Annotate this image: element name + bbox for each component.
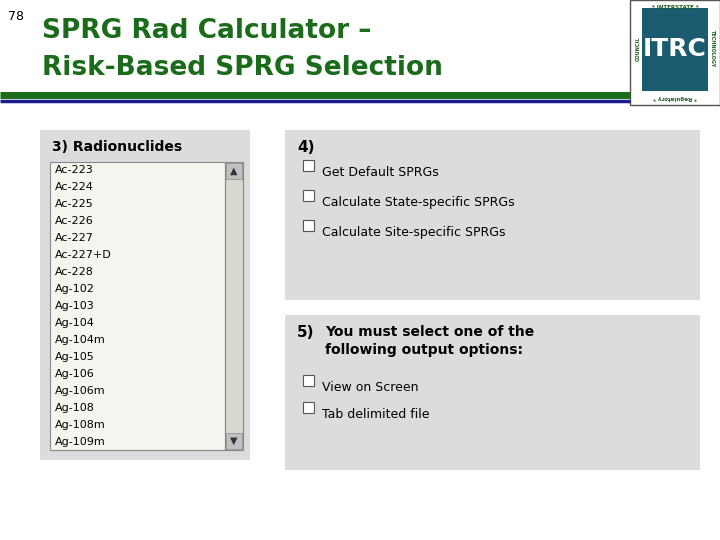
Text: following output options:: following output options: (325, 343, 523, 357)
Text: Ag-109m: Ag-109m (55, 436, 106, 447)
Bar (226, 163, 242, 179)
Bar (642, 8, 708, 91)
Text: Ag-104m: Ag-104m (55, 335, 106, 345)
Text: You must select one of the: You must select one of the (325, 325, 534, 339)
Bar (303, 402, 314, 413)
Text: Ac-228: Ac-228 (55, 267, 94, 277)
Text: ▲: ▲ (230, 166, 238, 176)
Text: View on Screen: View on Screen (322, 381, 418, 394)
Text: Ag-103: Ag-103 (55, 301, 95, 311)
Text: Ag-104: Ag-104 (55, 318, 95, 328)
Text: Ag-102: Ag-102 (55, 284, 95, 294)
Text: Ag-106m: Ag-106m (55, 386, 106, 396)
Text: 5): 5) (297, 325, 315, 340)
Bar (303, 190, 314, 201)
Text: Ac-227+D: Ac-227+D (55, 250, 112, 260)
Text: Ac-225: Ac-225 (55, 199, 94, 210)
Bar (303, 160, 314, 171)
Text: Get Default SPRGs: Get Default SPRGs (322, 166, 438, 179)
Text: Tab delimited file: Tab delimited file (322, 408, 430, 421)
Text: Ac-223: Ac-223 (55, 165, 94, 176)
Text: * INTERSTATE *: * INTERSTATE * (652, 5, 698, 10)
Bar (303, 220, 314, 231)
Text: * Regulatory *: * Regulatory * (653, 95, 697, 100)
Bar (225, 162, 243, 450)
Text: 78: 78 (8, 10, 24, 23)
Text: Risk-Based SPRG Selection: Risk-Based SPRG Selection (42, 55, 443, 81)
Text: Calculate State-specific SPRGs: Calculate State-specific SPRGs (322, 196, 515, 209)
Text: 4): 4) (297, 140, 315, 155)
Bar (50, 162, 225, 450)
Bar (226, 433, 242, 449)
Text: Ac-224: Ac-224 (55, 183, 94, 192)
Bar (285, 130, 700, 300)
Bar (285, 315, 700, 470)
Text: Ac-227: Ac-227 (55, 233, 94, 243)
Text: Ag-105: Ag-105 (55, 352, 95, 362)
Bar (630, 0, 720, 105)
Text: Ag-106: Ag-106 (55, 369, 95, 379)
Text: Ac-226: Ac-226 (55, 217, 94, 226)
Bar (303, 375, 314, 386)
Text: COUNCIL: COUNCIL (636, 36, 641, 60)
Text: ▼: ▼ (230, 436, 238, 446)
Text: Ag-108: Ag-108 (55, 403, 95, 413)
Text: Ag-108m: Ag-108m (55, 420, 106, 430)
Bar (40, 130, 250, 460)
Text: Calculate Site-specific SPRGs: Calculate Site-specific SPRGs (322, 226, 505, 239)
Text: ITRC: ITRC (643, 37, 707, 60)
Text: SPRG Rad Calculator –: SPRG Rad Calculator – (42, 18, 372, 44)
Text: TECHNOLOGY: TECHNOLOGY (709, 30, 714, 67)
Text: 3) Radionuclides: 3) Radionuclides (52, 140, 182, 154)
